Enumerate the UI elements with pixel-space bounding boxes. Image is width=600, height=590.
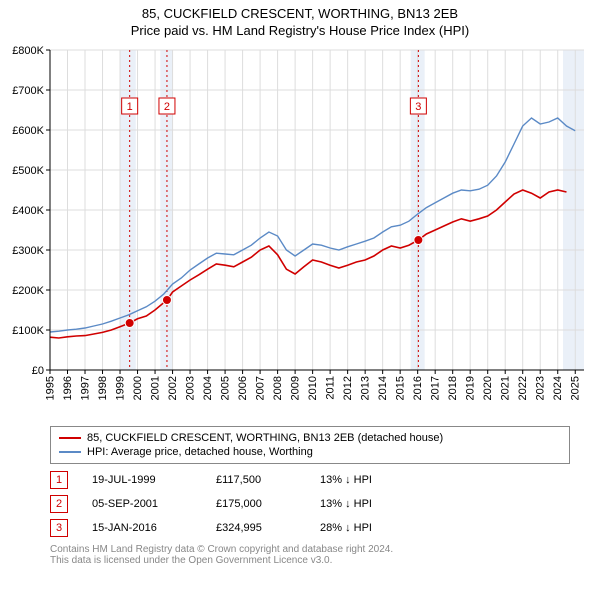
title-block: 85, CUCKFIELD CRESCENT, WORTHING, BN13 2…	[0, 0, 600, 40]
legend-label: 85, CUCKFIELD CRESCENT, WORTHING, BN13 2…	[87, 432, 443, 444]
sale-price: £324,995	[216, 522, 296, 534]
chart-svg: 1 2 3 £0 £100K £200K £300K £400K £500K £600K £700K…	[0, 40, 600, 420]
sale-badge: 2	[50, 495, 68, 513]
svg-text:2012: 2012	[342, 376, 354, 400]
sales-row: 3 15-JAN-2016 £324,995 28% ↓ HPI	[50, 516, 570, 540]
sale-date: 19-JUL-1999	[92, 474, 192, 486]
credits-line-1: Contains HM Land Registry data © Crown c…	[50, 544, 570, 555]
sales-row: 1 19-JUL-1999 £117,500 13% ↓ HPI	[50, 468, 570, 492]
svg-text:2: 2	[164, 101, 170, 113]
svg-text:£300K: £300K	[12, 245, 44, 257]
svg-text:2024: 2024	[552, 376, 564, 400]
svg-text:2022: 2022	[517, 376, 529, 400]
svg-text:1996: 1996	[62, 376, 74, 400]
svg-text:2006: 2006	[237, 376, 249, 400]
svg-text:£200K: £200K	[12, 285, 44, 297]
sale-date: 05-SEP-2001	[92, 498, 192, 510]
svg-text:1995: 1995	[44, 376, 56, 400]
svg-text:2011: 2011	[324, 376, 336, 400]
svg-text:1997: 1997	[79, 376, 91, 400]
svg-text:£700K: £700K	[12, 85, 44, 97]
svg-text:1: 1	[127, 101, 133, 113]
svg-text:2000: 2000	[132, 376, 144, 400]
legend-item: 85, CUCKFIELD CRESCENT, WORTHING, BN13 2…	[59, 431, 561, 445]
svg-text:2003: 2003	[184, 376, 196, 400]
svg-text:2001: 2001	[149, 376, 161, 400]
legend: 85, CUCKFIELD CRESCENT, WORTHING, BN13 2…	[50, 426, 570, 464]
sale-price: £175,000	[216, 498, 296, 510]
svg-text:2021: 2021	[500, 376, 512, 400]
legend-swatch	[59, 451, 81, 453]
svg-text:2010: 2010	[307, 376, 319, 400]
svg-text:£400K: £400K	[12, 205, 44, 217]
svg-text:2015: 2015	[394, 376, 406, 400]
chart-area: 1 2 3 £0 £100K £200K £300K £400K £500K £600K £700K…	[0, 40, 600, 420]
chart-container: 85, CUCKFIELD CRESCENT, WORTHING, BN13 2…	[0, 0, 600, 566]
svg-text:£800K: £800K	[12, 45, 44, 57]
legend-item: HPI: Average price, detached house, Wort…	[59, 445, 561, 459]
svg-text:2002: 2002	[167, 376, 179, 400]
svg-text:2014: 2014	[377, 376, 389, 400]
svg-text:1998: 1998	[97, 376, 109, 400]
credits: Contains HM Land Registry data © Crown c…	[50, 544, 570, 566]
svg-text:2023: 2023	[535, 376, 547, 400]
svg-text:2009: 2009	[289, 376, 301, 400]
svg-text:2016: 2016	[412, 376, 424, 400]
svg-text:2005: 2005	[219, 376, 231, 400]
legend-label: HPI: Average price, detached house, Wort…	[87, 446, 313, 458]
svg-text:2004: 2004	[202, 376, 214, 400]
sale-badge: 3	[50, 519, 68, 537]
svg-text:2008: 2008	[272, 376, 284, 400]
svg-text:£100K: £100K	[12, 325, 44, 337]
sale-badge: 1	[50, 471, 68, 489]
title-line-1: 85, CUCKFIELD CRESCENT, WORTHING, BN13 2…	[0, 6, 600, 21]
title-line-2: Price paid vs. HM Land Registry's House …	[0, 23, 600, 38]
sale-pct: 13% ↓ HPI	[320, 474, 420, 486]
svg-text:2019: 2019	[464, 376, 476, 400]
legend-swatch	[59, 437, 81, 439]
sale-date: 15-JAN-2016	[92, 522, 192, 534]
credits-line-2: This data is licensed under the Open Gov…	[50, 555, 570, 566]
svg-text:2018: 2018	[447, 376, 459, 400]
svg-text:1999: 1999	[114, 376, 126, 400]
sale-price: £117,500	[216, 474, 296, 486]
svg-text:2017: 2017	[429, 376, 441, 400]
sale-pct: 13% ↓ HPI	[320, 498, 420, 510]
sales-table: 1 19-JUL-1999 £117,500 13% ↓ HPI 2 05-SE…	[50, 468, 570, 540]
svg-text:£600K: £600K	[12, 125, 44, 137]
svg-text:2007: 2007	[254, 376, 266, 400]
sale-pct: 28% ↓ HPI	[320, 522, 420, 534]
svg-text:£0: £0	[32, 365, 44, 377]
svg-text:£500K: £500K	[12, 165, 44, 177]
svg-text:2020: 2020	[482, 376, 494, 400]
svg-text:2013: 2013	[359, 376, 371, 400]
svg-text:3: 3	[415, 101, 421, 113]
svg-text:2025: 2025	[570, 376, 582, 400]
sales-row: 2 05-SEP-2001 £175,000 13% ↓ HPI	[50, 492, 570, 516]
